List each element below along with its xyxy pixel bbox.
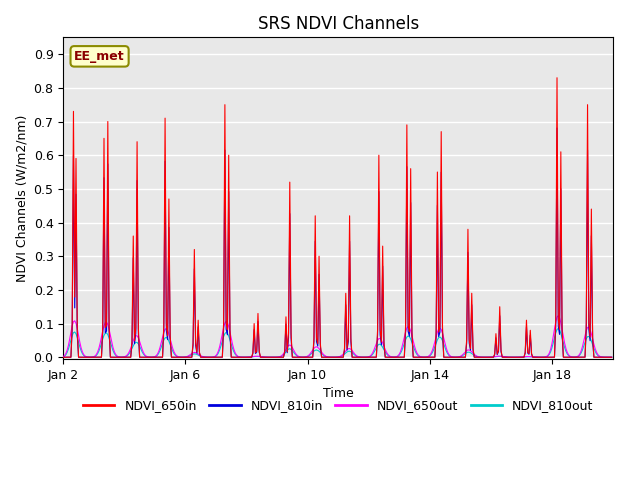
NDVI_650out [554, 313, 562, 319]
NDVI_810in [608, 354, 616, 360]
NDVI_810in [493, 352, 501, 358]
NDVI_650in [440, 354, 447, 360]
Title: SRS NDVI Channels: SRS NDVI Channels [257, 15, 419, 33]
NDVI_650out [101, 320, 109, 325]
NDVI_810out [563, 351, 571, 357]
NDVI_810out [60, 354, 67, 360]
NDVI_810in [482, 354, 490, 360]
Y-axis label: NDVI Channels (W/m2/nm): NDVI Channels (W/m2/nm) [15, 114, 28, 282]
NDVI_810in [378, 342, 385, 348]
X-axis label: Time: Time [323, 387, 353, 400]
NDVI_650out [493, 353, 501, 359]
Line: NDVI_650out: NDVI_650out [63, 316, 612, 357]
NDVI_650in [60, 354, 67, 360]
Line: NDVI_810in: NDVI_810in [63, 128, 612, 357]
NDVI_810in [440, 354, 447, 360]
NDVI_650in [101, 324, 109, 330]
NDVI_650in [493, 351, 501, 357]
NDVI_650in [378, 339, 385, 345]
NDVI_650in [563, 354, 571, 360]
Text: EE_met: EE_met [74, 50, 125, 63]
NDVI_810out [378, 343, 385, 348]
Line: NDVI_810out: NDVI_810out [63, 328, 612, 357]
NDVI_810in [60, 354, 67, 360]
NDVI_810out [608, 354, 616, 360]
NDVI_810in [563, 354, 571, 360]
NDVI_650out [608, 354, 616, 360]
NDVI_810out [482, 354, 490, 360]
NDVI_650out [440, 336, 447, 341]
NDVI_810out [101, 330, 109, 336]
NDVI_650in [553, 75, 561, 81]
NDVI_650out [60, 354, 67, 360]
NDVI_810in [553, 125, 561, 131]
Line: NDVI_650in: NDVI_650in [63, 78, 612, 357]
NDVI_810out [493, 354, 501, 360]
NDVI_650in [608, 354, 616, 360]
NDVI_650in [482, 354, 490, 360]
NDVI_810out [554, 325, 562, 331]
NDVI_650out [378, 337, 385, 343]
NDVI_810in [101, 330, 109, 336]
NDVI_650out [482, 354, 490, 360]
NDVI_650out [563, 349, 571, 355]
Legend: NDVI_650in, NDVI_810in, NDVI_650out, NDVI_810out: NDVI_650in, NDVI_810in, NDVI_650out, NDV… [78, 394, 598, 417]
NDVI_810out [440, 341, 447, 347]
